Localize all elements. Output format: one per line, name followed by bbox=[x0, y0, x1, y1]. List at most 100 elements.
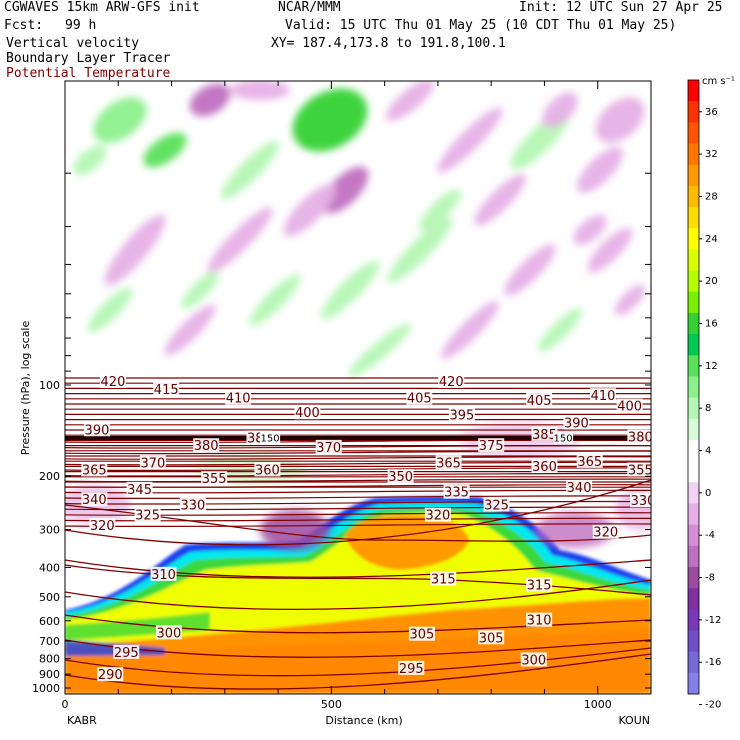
velocity-streak bbox=[441, 301, 499, 359]
theta-label: 360 bbox=[255, 463, 280, 478]
header-var-vertical-velocity: Vertical velocity bbox=[6, 36, 140, 51]
theta-line bbox=[65, 504, 651, 542]
colorbar-swatch bbox=[688, 249, 699, 272]
theta-label: 385 bbox=[532, 428, 557, 443]
theta-label-bg bbox=[435, 455, 462, 470]
theta-label: 320 bbox=[593, 526, 618, 541]
theta-label-bg bbox=[526, 577, 553, 592]
theta-label-bg bbox=[563, 415, 590, 430]
velocity-streak bbox=[73, 145, 107, 175]
colorbar-swatch bbox=[688, 609, 699, 631]
colorbar-label: 32 bbox=[705, 149, 718, 160]
theta-label-bg bbox=[430, 571, 457, 586]
colorbar-swatch bbox=[688, 228, 699, 250]
theta-label-bg bbox=[179, 497, 206, 512]
theta-label: 405 bbox=[407, 392, 432, 407]
colorbar-swatch bbox=[688, 122, 699, 145]
header-var-boundary-layer: Boundary Layer Tracer bbox=[6, 51, 171, 66]
colorbar-label: 28 bbox=[705, 191, 718, 202]
y-tick-label: 700 bbox=[39, 635, 60, 648]
colorbar-swatch bbox=[688, 461, 699, 483]
colorbar-label: 20 bbox=[705, 276, 718, 287]
colorbar-swatch bbox=[688, 630, 699, 653]
theta-label-bg bbox=[406, 390, 433, 405]
theta-line bbox=[65, 479, 651, 546]
velocity-streak bbox=[189, 83, 231, 117]
theta-label-bg bbox=[89, 518, 116, 533]
colorbar-swatch bbox=[688, 291, 699, 314]
theta-line bbox=[65, 377, 651, 379]
header-var-potential-temperature: Potential Temperature bbox=[6, 66, 171, 81]
velocity-streak bbox=[321, 166, 369, 214]
theta-label: 345 bbox=[127, 483, 152, 498]
theta-label: 365 bbox=[82, 463, 107, 478]
colorbar-swatch bbox=[688, 312, 699, 335]
tropopause-label: 150 bbox=[261, 433, 280, 444]
y-tick-label: 400 bbox=[39, 561, 60, 574]
theta-label: 390 bbox=[85, 423, 110, 438]
colorbar-label: -4 bbox=[705, 530, 715, 541]
colorbar-label: 16 bbox=[705, 318, 718, 329]
colorbar-swatch bbox=[688, 143, 699, 166]
velocity-streak bbox=[577, 147, 623, 193]
y-tick-label: 500 bbox=[39, 591, 60, 604]
theta-label-bg bbox=[113, 644, 140, 659]
theta-line bbox=[65, 500, 651, 505]
velocity-streak bbox=[348, 323, 412, 377]
theta-label: 415 bbox=[154, 383, 179, 398]
header-init: Init: 12 UTC Sun 27 Apr 25 bbox=[519, 0, 723, 15]
theta-label: 330 bbox=[180, 499, 205, 514]
theta-label: 300 bbox=[156, 626, 181, 641]
colorbar-swatch bbox=[688, 524, 699, 547]
theta-label: 330 bbox=[631, 494, 656, 509]
theta-label-bg bbox=[225, 390, 252, 405]
theta-label-bg bbox=[520, 652, 547, 667]
theta-line bbox=[65, 559, 651, 578]
header-xy: XY= 187.4,173.8 to 191.8,100.1 bbox=[271, 36, 506, 51]
theta-label: 420 bbox=[101, 375, 126, 390]
theta-label-bg bbox=[81, 492, 108, 507]
colorbar-swatch bbox=[688, 545, 699, 568]
colorbar-swatch bbox=[688, 270, 699, 293]
theta-line bbox=[65, 450, 651, 455]
theta-label: 360 bbox=[532, 460, 557, 475]
theta-label-bg bbox=[294, 405, 321, 420]
theta-label-bg bbox=[387, 469, 414, 484]
x-tick-label: 0 bbox=[62, 698, 69, 711]
theta-label-bg bbox=[99, 373, 126, 388]
colorbar-label: 0 bbox=[705, 488, 711, 499]
header-fcst-label: Fcst: bbox=[4, 18, 44, 33]
theta-label: 295 bbox=[114, 646, 139, 661]
theta-label: 400 bbox=[617, 400, 642, 415]
theta-label-bg bbox=[408, 626, 435, 641]
colorbar-swatch bbox=[688, 101, 699, 123]
velocity-streak bbox=[283, 183, 337, 237]
theta-line bbox=[65, 408, 651, 411]
theta-line bbox=[65, 444, 651, 449]
upper-vertical-velocity-field bbox=[73, 81, 646, 377]
velocity-streak bbox=[419, 189, 461, 231]
velocity-streak bbox=[143, 132, 187, 168]
velocity-streak bbox=[181, 271, 219, 309]
colorbar-label: -8 bbox=[705, 573, 715, 584]
velocity-streak bbox=[386, 81, 434, 121]
colorbar-swatch bbox=[688, 397, 699, 420]
x-axis: 0 500 1000 bbox=[62, 81, 652, 711]
colorbar-label: 12 bbox=[705, 361, 718, 372]
theta-label-bg bbox=[478, 438, 505, 453]
theta-label-bg bbox=[616, 398, 643, 413]
theta-label-bg bbox=[81, 462, 108, 477]
theta-label-bg bbox=[150, 566, 177, 581]
theta-line bbox=[65, 387, 651, 390]
theta-label: 305 bbox=[479, 631, 504, 646]
theta-label-bg bbox=[201, 471, 228, 486]
velocity-streak bbox=[207, 207, 273, 273]
colorbar-swatch bbox=[688, 80, 699, 102]
theta-label: 410 bbox=[226, 392, 251, 407]
theta-label: 355 bbox=[628, 463, 653, 478]
x-axis-label: Distance (km) bbox=[325, 714, 402, 727]
colorbar-label: -20 bbox=[705, 700, 721, 711]
